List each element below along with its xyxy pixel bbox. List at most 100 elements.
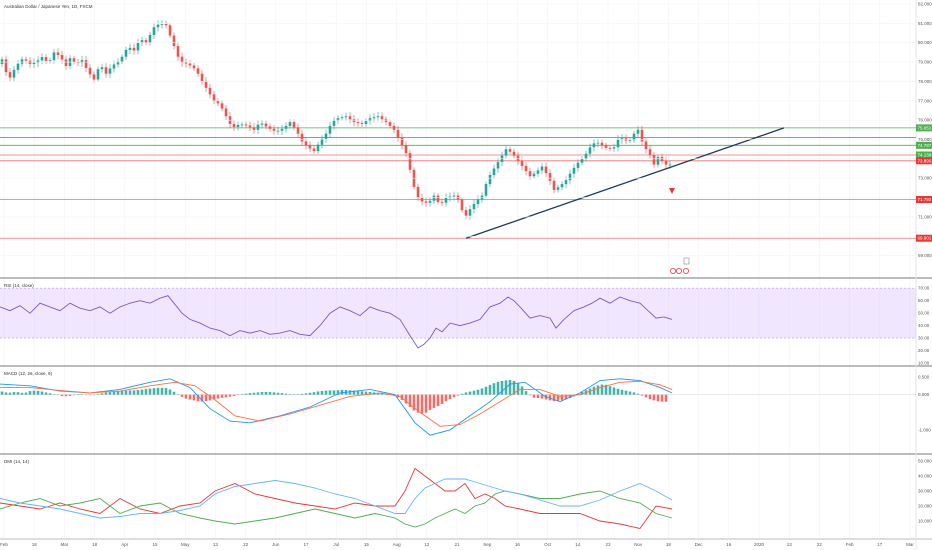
macd-histogram-bar[interactable] (452, 394, 456, 398)
macd-histogram-bar[interactable] (76, 394, 80, 395)
candle[interactable] (184, 58, 188, 68)
candle[interactable] (208, 83, 212, 99)
candle[interactable] (128, 43, 132, 55)
candle[interactable] (52, 48, 56, 64)
candle[interactable] (188, 60, 192, 69)
macd-histogram-bar[interactable] (412, 394, 416, 411)
candle[interactable] (320, 135, 324, 149)
dmi-line[interactable] (0, 467, 673, 530)
macd-histogram-bar[interactable] (160, 387, 164, 395)
macd-histogram-bar[interactable] (492, 383, 496, 395)
macd-histogram-bar[interactable] (620, 389, 624, 395)
candle[interactable] (124, 46, 128, 61)
macd-histogram-bar[interactable] (404, 394, 408, 404)
macd-histogram-bar[interactable] (624, 390, 628, 395)
candle[interactable] (484, 181, 488, 199)
macd-histogram-bar[interactable] (640, 394, 644, 396)
dmi-line[interactable] (0, 490, 673, 528)
candle[interactable] (552, 177, 556, 194)
candle[interactable] (280, 124, 284, 135)
candle[interactable] (172, 32, 176, 50)
macd-histogram[interactable] (0, 380, 668, 414)
macd-histogram-bar[interactable] (108, 392, 112, 395)
macd-histogram-bar[interactable] (448, 394, 452, 400)
macd-histogram-bar[interactable] (292, 394, 296, 395)
macd-histogram-bar[interactable] (472, 390, 476, 395)
candle[interactable] (608, 145, 612, 152)
macd-histogram-bar[interactable] (260, 392, 264, 395)
candle[interactable] (168, 22, 172, 38)
candle[interactable] (112, 60, 116, 73)
macd-histogram-bar[interactable] (296, 394, 300, 395)
macd-histogram-bar[interactable] (480, 388, 484, 395)
candle[interactable] (244, 121, 248, 129)
macd-histogram-bar[interactable] (272, 392, 276, 395)
macd-histogram-bar[interactable] (204, 394, 208, 402)
candle[interactable] (572, 163, 576, 178)
candle[interactable] (236, 121, 240, 131)
macd-histogram-bar[interactable] (164, 388, 168, 395)
candle[interactable] (84, 55, 88, 73)
macd-histogram-bar[interactable] (52, 394, 56, 395)
candle[interactable] (192, 63, 196, 71)
candle[interactable] (260, 119, 264, 129)
macd-histogram-bar[interactable] (184, 394, 188, 399)
candle[interactable] (528, 167, 532, 180)
macd-histogram-bar[interactable] (148, 388, 152, 395)
candle[interactable] (196, 65, 200, 77)
macd-histogram-bar[interactable] (132, 390, 136, 395)
macd-histogram-bar[interactable] (156, 387, 160, 395)
macd-histogram-bar[interactable] (0, 391, 4, 395)
macd-histogram-bar[interactable] (168, 389, 172, 395)
candle[interactable] (356, 118, 360, 127)
candle[interactable] (216, 98, 220, 106)
candle[interactable] (448, 192, 452, 202)
candle[interactable] (652, 152, 656, 168)
macd-histogram-bar[interactable] (128, 390, 132, 395)
macd-histogram-bar[interactable] (232, 394, 236, 396)
candle[interactable] (72, 55, 76, 65)
candle[interactable] (568, 169, 572, 185)
candle[interactable] (96, 66, 100, 83)
macd-histogram-bar[interactable] (660, 394, 664, 402)
macd-histogram-bar[interactable] (500, 381, 504, 395)
macd-histogram-bar[interactable] (416, 394, 420, 413)
candle[interactable] (492, 164, 496, 179)
candle[interactable] (220, 100, 224, 112)
candle[interactable] (40, 53, 44, 65)
candle[interactable] (296, 123, 300, 138)
macd-histogram-bar[interactable] (564, 394, 568, 400)
candle[interactable] (632, 130, 636, 143)
macd-histogram-bar[interactable] (224, 394, 228, 398)
macd-histogram-bar[interactable] (48, 393, 52, 395)
macd-histogram-bar[interactable] (44, 392, 48, 395)
candle[interactable] (336, 115, 340, 124)
candle[interactable] (640, 125, 644, 146)
macd-histogram-bar[interactable] (608, 386, 612, 395)
macd-histogram-bar[interactable] (112, 391, 116, 395)
macd-histogram-bar[interactable] (60, 394, 64, 396)
down-arrow-icon[interactable] (669, 188, 675, 194)
candle[interactable] (620, 134, 624, 144)
candle[interactable] (364, 118, 368, 127)
macd-histogram-bar[interactable] (180, 394, 184, 397)
event-marker-icon[interactable] (676, 267, 683, 274)
macd-histogram-bar[interactable] (568, 394, 572, 399)
trendline[interactable] (465, 127, 785, 239)
macd-histogram-bar[interactable] (456, 394, 460, 396)
candle[interactable] (644, 137, 648, 154)
macd-histogram-bar[interactable] (216, 394, 220, 399)
candle[interactable] (344, 112, 348, 121)
macd-histogram-bar[interactable] (212, 394, 216, 400)
macd-histogram-bar[interactable] (284, 393, 288, 395)
candle[interactable] (400, 133, 404, 150)
macd-histogram-bar[interactable] (188, 394, 192, 400)
macd-histogram-bar[interactable] (356, 390, 360, 395)
macd-histogram-bar[interactable] (144, 389, 148, 395)
macd-histogram-bar[interactable] (4, 392, 8, 395)
candle[interactable] (556, 184, 560, 193)
macd-histogram-bar[interactable] (8, 392, 12, 395)
macd-histogram-bar[interactable] (560, 394, 564, 401)
candle[interactable] (8, 67, 12, 82)
macd-histogram-bar[interactable] (24, 392, 28, 395)
